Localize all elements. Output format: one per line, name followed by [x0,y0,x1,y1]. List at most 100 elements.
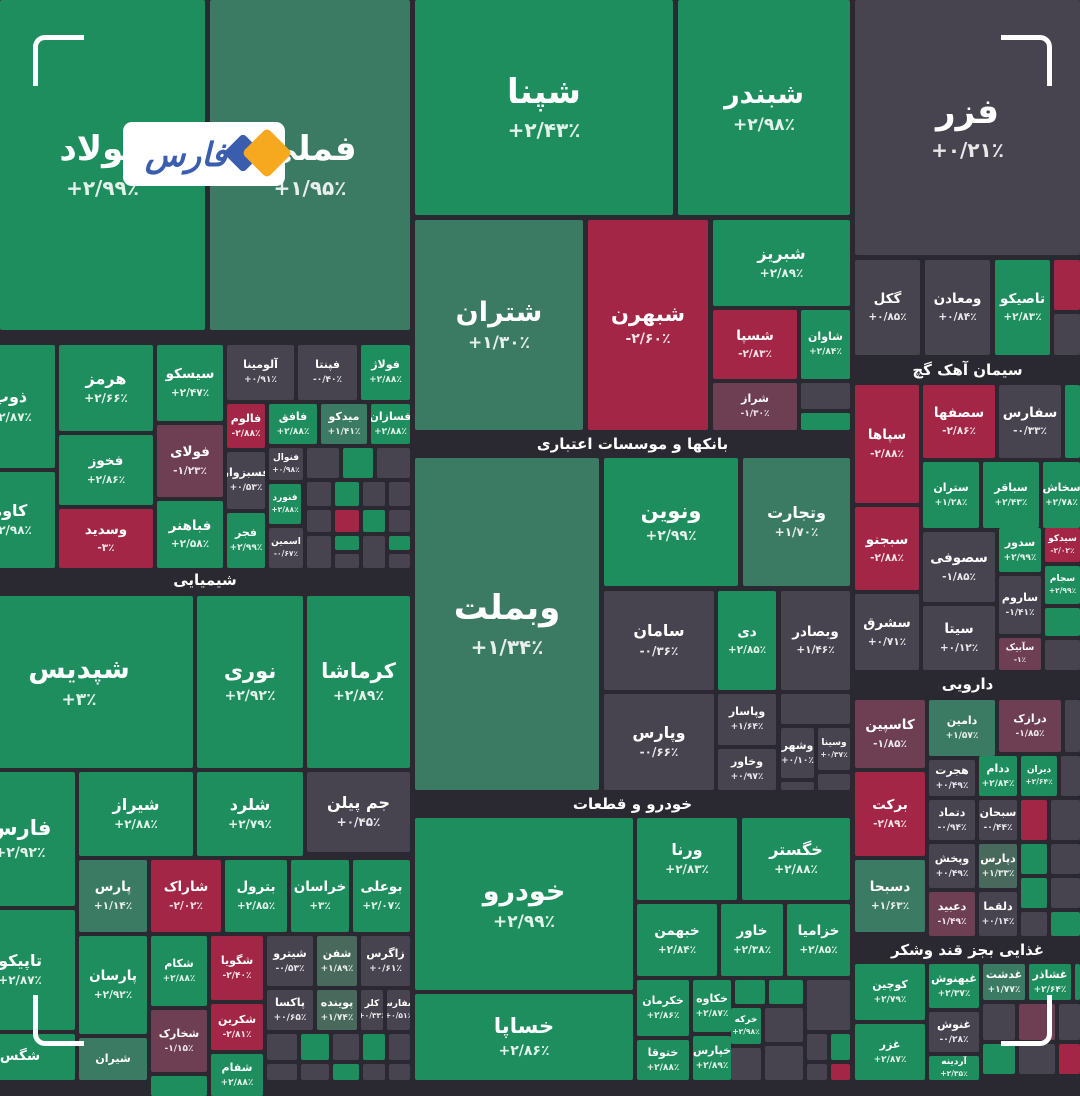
treemap-tile-small[interactable] [333,1034,359,1060]
treemap-tile[interactable]: دامین +۱/۵۷٪ [929,700,995,756]
treemap-tile[interactable]: خپارس +۲/۸۹٪ [693,1036,731,1080]
treemap-tile-small[interactable] [983,1044,1015,1074]
treemap-tile[interactable]: غزر +۲/۸۷٪ [855,1024,925,1080]
treemap-tile[interactable]: سباقر +۲/۴۳٪ [983,462,1039,528]
treemap-tile[interactable]: شکرین -۲/۸۱٪ [211,1004,263,1050]
treemap-tile[interactable]: فالوم -۲/۸۸٪ [227,404,265,448]
treemap-tile[interactable]: سفارس -۰/۳۳٪ [999,385,1061,458]
treemap-tile[interactable]: شفارس+۰/۵۱٪ [387,990,410,1030]
treemap-tile[interactable]: ورنا +۲/۸۳٪ [637,818,737,900]
treemap-tile[interactable]: فجر +۲/۹۹٪ [227,513,265,568]
treemap-tile-small[interactable] [389,1034,410,1060]
treemap-tile[interactable]: گکل +۰/۸۵٪ [855,260,920,355]
treemap-tile[interactable]: غدشت +۱/۷۷٪ [983,964,1025,1000]
treemap-tile-small[interactable] [1054,260,1080,310]
treemap-tile-small[interactable] [831,1064,850,1080]
treemap-tile-small[interactable] [267,1064,297,1080]
treemap-tile[interactable]: پارس +۱/۱۴٪ [79,860,147,932]
treemap-tile[interactable]: فپنتا -۰/۴۰٪ [298,345,357,400]
treemap-tile-small[interactable] [1051,878,1080,908]
treemap-tile[interactable]: وپاسار +۱/۶۴٪ [718,694,776,745]
treemap-tile[interactable]: وپخش +۰/۴۹٪ [929,844,975,888]
treemap-tile-small[interactable] [1075,964,1080,1000]
treemap-tile[interactable]: وبملت +۱/۳۴٪ [415,458,599,790]
treemap-tile[interactable]: دی +۲/۸۵٪ [718,591,776,690]
treemap-tile-small[interactable] [267,1034,297,1060]
treemap-tile[interactable]: شفن +۱/۸۹٪ [317,936,357,986]
treemap-tile[interactable]: فافق +۲/۸۸٪ [269,404,317,444]
treemap-tile[interactable]: ختوقا +۲/۸۸٪ [637,1040,689,1080]
treemap-tile-small[interactable] [801,413,850,430]
treemap-tile-small[interactable] [307,448,339,478]
treemap-tile-small[interactable] [307,536,331,568]
treemap-tile[interactable]: دعبید -۱/۴۹٪ [929,892,975,936]
treemap-tile[interactable]: فنورد +۲/۸۸٪ [269,484,301,524]
treemap-tile[interactable]: پاکسا +۰/۶۵٪ [267,990,313,1030]
treemap-tile[interactable]: فولای -۱/۲۳٪ [157,425,223,497]
treemap-tile[interactable]: ساروم -۱/۴۱٪ [999,576,1041,634]
treemap-tile[interactable]: فولاژ +۲/۸۸٪ [361,345,410,400]
treemap-tile[interactable]: ونوین +۲/۹۹٪ [604,458,738,586]
treemap-tile[interactable]: غبهنوش +۲/۳۷٪ [929,964,979,1008]
treemap-tile-small[interactable] [307,482,331,506]
treemap-tile[interactable]: سصوفی -۱/۸۵٪ [923,532,995,602]
treemap-tile[interactable]: پوینده +۱/۷۴٪ [317,990,357,1030]
treemap-tile[interactable]: شیراز +۲/۸۸٪ [79,772,193,856]
treemap-tile[interactable]: نوری +۲/۹۲٪ [197,596,303,768]
treemap-tile-small[interactable] [307,510,331,532]
treemap-tile[interactable]: شتران +۱/۳۰٪ [415,220,583,430]
treemap-tile-small[interactable] [731,1048,761,1080]
treemap-tile-small[interactable] [1019,1044,1055,1074]
treemap-tile[interactable]: خگستر +۲/۸۸٪ [742,818,850,900]
treemap-tile-small[interactable] [389,554,410,568]
treemap-tile[interactable]: شاراک -۲/۰۲٪ [151,860,221,932]
treemap-tile-small[interactable] [389,1064,410,1080]
treemap-tile[interactable]: شبهرن -۲/۶۰٪ [588,220,708,430]
treemap-tile[interactable]: شپنا +۲/۴۳٪ [415,0,673,215]
treemap-tile[interactable]: آردینه +۲/۳۵٪ [929,1056,979,1080]
treemap-tile[interactable]: سجام +۲/۹۹٪ [1045,566,1080,604]
treemap-tile[interactable]: دیران +۲/۶۴٪ [1021,756,1057,796]
treemap-tile-small[interactable] [1045,640,1080,670]
treemap-tile[interactable]: سیسکو +۲/۴۷٪ [157,345,223,421]
treemap-tile[interactable]: شکام +۲/۸۸٪ [151,936,207,1006]
treemap-tile[interactable]: شلرد +۲/۷۹٪ [197,772,303,856]
treemap-tile[interactable]: فسازان +۲/۸۸٪ [371,404,410,444]
treemap-tile-small[interactable] [333,1064,359,1080]
treemap-tile-small[interactable] [335,482,359,506]
treemap-tile[interactable]: ستران +۱/۲۸٪ [923,462,979,528]
treemap-tile[interactable]: شسپا -۲/۸۳٪ [713,310,797,379]
treemap-tile-small[interactable] [335,554,359,568]
treemap-tile[interactable]: شخارک -۱/۱۵٪ [151,1010,207,1072]
treemap-tile[interactable]: سیتا +۰/۱۲٪ [923,606,995,670]
treemap-tile[interactable]: سبحان -۰/۴۴٪ [979,800,1017,840]
treemap-tile[interactable]: فزر +۰/۲۱٪ [855,0,1080,255]
treemap-tile[interactable]: خبهمن +۲/۸۴٪ [637,904,717,976]
treemap-tile[interactable]: دپارس +۱/۳۳٪ [979,844,1017,888]
treemap-tile[interactable]: دسبحا +۱/۶۳٪ [855,860,925,932]
treemap-tile[interactable]: سشرق +۰/۷۱٪ [855,594,919,670]
treemap-tile-small[interactable] [818,774,850,790]
treemap-tile[interactable]: درازک -۱/۸۵٪ [999,700,1061,752]
treemap-tile-small[interactable] [335,536,359,550]
treemap-tile[interactable]: دتماد -۰/۹۴٪ [929,800,975,840]
treemap-tile[interactable]: زاگرس +۰/۶۱٪ [361,936,410,986]
treemap-tile-small[interactable] [1065,700,1080,752]
treemap-tile[interactable]: میدکو +۱/۴۱٪ [321,404,367,444]
treemap-tile[interactable]: سصفها -۲/۸۶٪ [923,385,995,458]
treemap-tile[interactable]: دلقما +۰/۱۴٪ [979,892,1017,936]
treemap-tile-small[interactable] [377,448,410,478]
treemap-tile-small[interactable] [765,1008,803,1042]
treemap-tile[interactable]: هجرت +۰/۴۹٪ [929,760,975,796]
treemap-tile[interactable]: برکت -۲/۸۹٪ [855,772,925,856]
treemap-tile-small[interactable] [1045,608,1080,636]
treemap-tile[interactable]: فخوز +۲/۸۶٪ [59,435,153,505]
treemap-tile[interactable]: خراسان +۳٪ [291,860,349,932]
treemap-tile[interactable]: ومعادن +۰/۸۴٪ [925,260,990,355]
treemap-tile[interactable]: سدور +۲/۹۹٪ [999,528,1041,572]
treemap-tile-small[interactable] [389,510,410,532]
treemap-tile[interactable]: کاسپین -۱/۸۵٪ [855,700,925,768]
treemap-tile[interactable]: آلومینا +۰/۹۱٪ [227,345,294,400]
treemap-tile[interactable]: خرکه +۲/۹۸٪ [731,1008,761,1044]
treemap-tile-small[interactable] [335,510,359,532]
